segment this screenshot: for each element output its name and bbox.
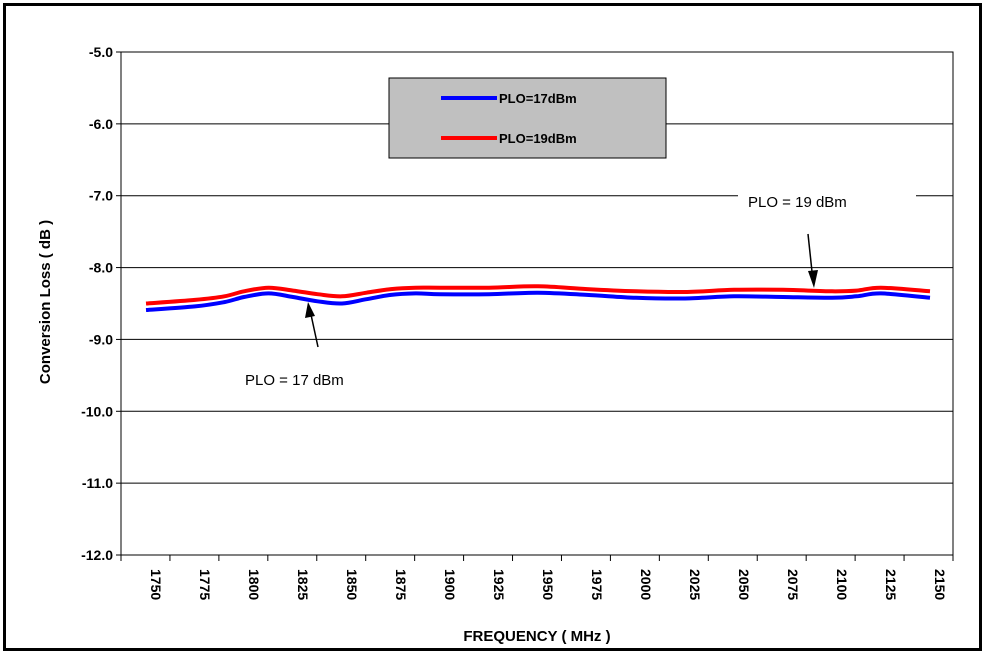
- y-tick-label: -10.0: [81, 403, 113, 419]
- x-tick-label: 1975: [589, 569, 605, 600]
- x-tick-label: 2075: [785, 569, 801, 600]
- x-tick-label: 1850: [344, 569, 360, 600]
- x-tick-label: 1925: [491, 569, 507, 600]
- x-tick-label: 2025: [687, 569, 703, 600]
- series-line-1: [145, 290, 931, 312]
- y-tick-label: -9.0: [89, 331, 113, 347]
- x-tick-label: 1825: [295, 569, 311, 600]
- x-tick-label: 1750: [148, 569, 164, 600]
- annotation-plo19-bg: [738, 186, 916, 214]
- x-tick-label: 2150: [932, 569, 948, 600]
- legend-label-series-1: PLO=17dBm: [499, 91, 577, 106]
- x-tick-label: 2100: [834, 569, 850, 600]
- x-tick-label: 1800: [246, 569, 262, 600]
- x-tick-label: 1900: [442, 569, 458, 600]
- y-tick-label: -5.0: [89, 44, 113, 60]
- annotation-plo19-arrowhead: [808, 270, 818, 288]
- x-tick-label: 1775: [197, 569, 213, 600]
- x-tick-label: 1950: [540, 569, 556, 600]
- x-tick-label: 1875: [393, 569, 409, 600]
- annotation-plo19-text: PLO = 19 dBm: [748, 194, 847, 211]
- x-tick-label: 2000: [638, 569, 654, 600]
- x-tick-label: 2050: [736, 569, 752, 600]
- x-axis-title: FREQUENCY ( MHz ): [463, 628, 610, 645]
- y-tick-label: -8.0: [89, 260, 113, 276]
- legend-box: [388, 77, 667, 159]
- series-line-2: [145, 284, 931, 306]
- annotation-plo17-arrowhead: [305, 302, 315, 318]
- legend-label-series-2: PLO=19dBm: [499, 131, 577, 146]
- y-tick-label: -12.0: [81, 547, 113, 563]
- y-axis-ticks: -5.0 -6.0 -7.0 -8.0 -9.0 -10.0 -11.0 -12.0: [81, 44, 121, 563]
- y-tick-label: -7.0: [89, 188, 113, 204]
- annotation-plo17: PLO = 17 dBm: [245, 302, 344, 389]
- y-tick-label: -11.0: [82, 475, 113, 491]
- annotation-plo19: PLO = 19 dBm: [738, 186, 916, 288]
- series-lines: [145, 284, 931, 312]
- x-tick-label: 2125: [883, 569, 899, 600]
- y-axis-title: Conversion Loss ( dB ): [37, 220, 54, 384]
- x-axis-ticks: 1750 1775 1800 1825 1850 1875 1900 1925 1950 1975…: [120, 555, 954, 600]
- legend: PLO=17dBm PLO=19dBm: [388, 77, 667, 159]
- annotation-plo17-text: PLO = 17 dBm: [245, 372, 344, 389]
- y-tick-label: -6.0: [89, 116, 113, 132]
